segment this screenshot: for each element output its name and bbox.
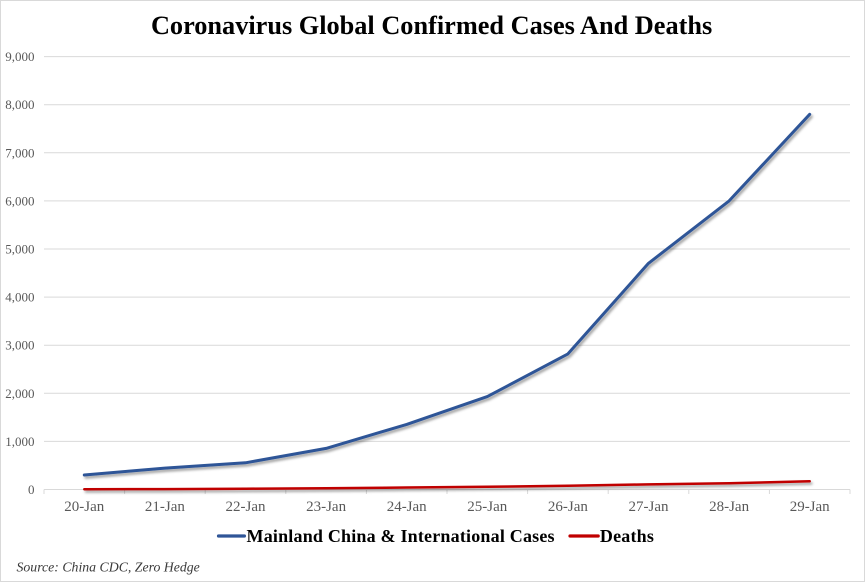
svg-text:6,000: 6,000 — [5, 193, 34, 208]
svg-text:29-Jan: 29-Jan — [790, 499, 830, 515]
svg-text:2,000: 2,000 — [5, 386, 34, 401]
svg-text:Mainland China & International: Mainland China & International Cases — [247, 526, 555, 546]
svg-text:0: 0 — [28, 482, 35, 497]
svg-text:Coronavirus Global Confirmed C: Coronavirus Global Confirmed Cases And D… — [151, 11, 712, 40]
svg-text:24-Jan: 24-Jan — [387, 499, 427, 515]
svg-text:1,000: 1,000 — [5, 434, 34, 449]
svg-text:27-Jan: 27-Jan — [629, 499, 669, 515]
svg-text:3,000: 3,000 — [5, 338, 34, 353]
svg-text:5,000: 5,000 — [5, 242, 34, 257]
svg-text:20-Jan: 20-Jan — [64, 499, 104, 515]
svg-text:28-Jan: 28-Jan — [709, 499, 749, 515]
svg-text:7,000: 7,000 — [5, 145, 34, 160]
svg-text:4,000: 4,000 — [5, 290, 34, 305]
svg-text:21-Jan: 21-Jan — [145, 499, 185, 515]
svg-text:Deaths: Deaths — [600, 526, 654, 546]
svg-text:9,000: 9,000 — [5, 49, 34, 64]
svg-text:8,000: 8,000 — [5, 97, 34, 112]
svg-text:22-Jan: 22-Jan — [226, 499, 266, 515]
svg-text:25-Jan: 25-Jan — [467, 499, 507, 515]
svg-text:23-Jan: 23-Jan — [306, 499, 346, 515]
svg-text:Source: China CDC, Zero Hedge: Source: China CDC, Zero Hedge — [17, 560, 200, 575]
svg-text:26-Jan: 26-Jan — [548, 499, 588, 515]
